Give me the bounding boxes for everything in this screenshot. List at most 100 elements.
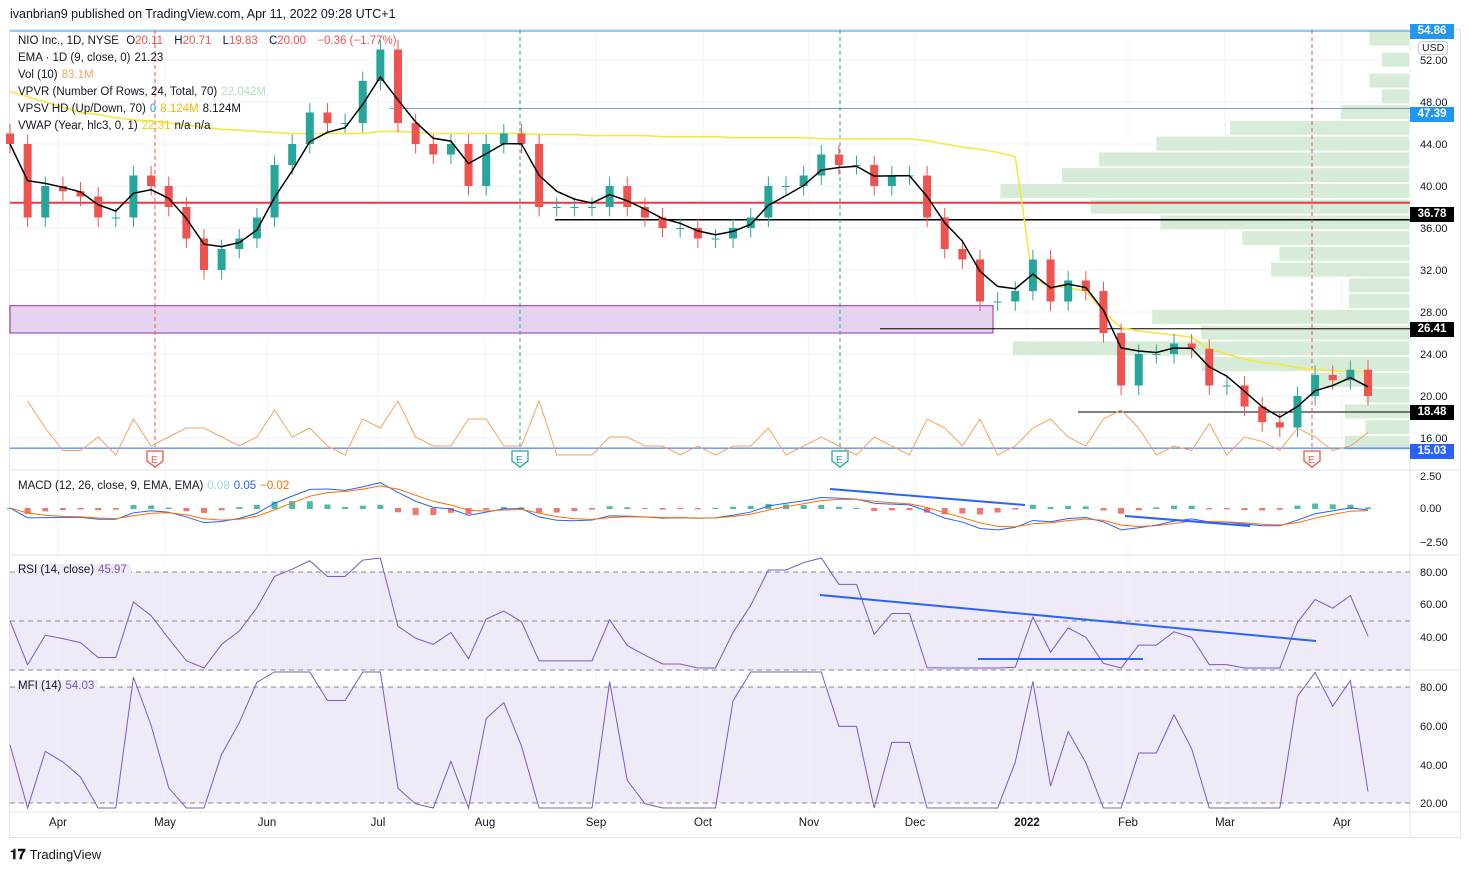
vwap-line (9, 90, 1368, 373)
vwap-value: 22.31 (141, 120, 171, 132)
earnings-icon (146, 450, 164, 468)
macd-histogram-bar (571, 508, 578, 512)
time-axis-label: Aug (474, 817, 496, 829)
macd-histogram-bar (130, 505, 137, 509)
candle-body (323, 112, 332, 123)
rsi-axis-label: 40.00 (1420, 632, 1448, 644)
candle-body (94, 196, 103, 218)
legend-vwap[interactable]: VWAP (Year, hlc3, 0, 1) 22.31 n/a n/a (18, 120, 215, 132)
macd-histogram-bar (218, 508, 225, 511)
candle-body (1222, 385, 1231, 387)
candle-body (394, 49, 402, 123)
macd-histogram-bar (606, 506, 613, 509)
macd-histogram-bar (1223, 508, 1230, 510)
price-tag-top: 54.86 (1410, 24, 1454, 39)
legend-vpvr[interactable]: VPVR (Number Of Rows, 24, Total, 70) 22.0… (18, 86, 270, 98)
earnings-icon (831, 450, 849, 468)
macd-histogram-bar (359, 505, 366, 509)
h-label: H (174, 35, 183, 47)
candle (200, 229, 208, 280)
candle-body (76, 191, 85, 197)
legend-vol[interactable]: Vol (10) 83.1M (18, 69, 98, 81)
vpsv-down: 8.124M (160, 103, 199, 115)
volume-profile-row (1380, 88, 1411, 105)
volume-profile-row (1278, 245, 1411, 262)
time-axis-label: May (154, 817, 176, 829)
macd-histogram-bar (977, 508, 983, 515)
candle (746, 208, 755, 238)
candle (1134, 344, 1143, 395)
candle-body (464, 144, 473, 186)
volume-profile-row (1311, 371, 1411, 388)
macd-trendline (1124, 515, 1251, 527)
candle-body (746, 217, 755, 228)
candle-body (252, 217, 261, 239)
currency-button[interactable]: USD (1418, 41, 1449, 55)
legend-rsi[interactable]: RSI (14, close) 45.97 (18, 564, 131, 576)
macd-axis-label: 2.50 (1420, 471, 1441, 483)
candle-body (6, 133, 14, 144)
tradingview-logo[interactable]: 𝟏𝟕 TradingView (10, 846, 101, 863)
candle (1046, 250, 1055, 311)
tv-logo-icon: 𝟏𝟕 (10, 846, 26, 862)
candle (552, 197, 561, 217)
candle (499, 124, 508, 154)
candle-body (499, 133, 508, 144)
mfi-axis-label: 80.00 (1420, 682, 1448, 694)
candle (288, 134, 297, 175)
candle (782, 176, 790, 196)
earnings-marker: E (831, 450, 849, 468)
macd-histogram-bar (1153, 507, 1160, 509)
candle (1117, 323, 1126, 395)
candle (517, 124, 526, 154)
candle-body (270, 165, 279, 218)
macd-histogram-bar (1065, 505, 1072, 509)
macd-histogram-bar (1312, 503, 1319, 509)
macd-histogram-bar (465, 508, 472, 515)
candle-body (429, 144, 438, 155)
macd-histogram-bar (324, 504, 331, 509)
open-value: 20.11 (135, 35, 164, 47)
time-axis-label: Apr (1333, 817, 1351, 829)
macd-histogram-bar (730, 506, 737, 509)
macd-histogram-bar (377, 504, 384, 509)
candle (588, 197, 596, 217)
candle-body (305, 112, 314, 144)
candle-body (711, 238, 720, 240)
candle-body (782, 186, 790, 187)
candle (1064, 271, 1073, 311)
candle-body (517, 133, 526, 144)
macd-histogram-bar (1029, 504, 1036, 509)
earnings-marker: E (146, 450, 164, 468)
time-axis-label: Feb (1118, 817, 1138, 829)
candle (623, 176, 632, 217)
macd-histogram-bar (747, 505, 754, 509)
candle (1081, 271, 1090, 301)
macd-histogram-bar (553, 508, 560, 513)
volume-profile-row (1061, 167, 1411, 184)
macd-hist-value: 0.08 (207, 480, 230, 492)
vpvr-label: VPVR (Number Of Rows, 24, Total, 70) (18, 86, 218, 98)
c-label: C (268, 35, 278, 47)
candle (1240, 376, 1249, 416)
macd-histogram-bar (1294, 505, 1301, 509)
high-value: 20.71 (182, 35, 212, 47)
macd-trendline (829, 488, 1026, 506)
macd-histogram-bar (641, 508, 648, 510)
candle (1364, 360, 1372, 406)
macd-axis-label: 0.00 (1420, 503, 1441, 515)
macd-histogram-bar (1329, 504, 1336, 509)
macd-histogram-bar (694, 508, 701, 510)
candle (958, 239, 967, 269)
earnings-icon (1303, 450, 1321, 468)
legend-ema[interactable]: EMA · 1D (9, close, 0) 21.23 (18, 52, 167, 64)
macd-histogram-bar (1135, 508, 1142, 511)
price-axis-label: 36.00 (1420, 223, 1448, 235)
macd-histogram-bar (853, 507, 860, 509)
macd-histogram-bar (183, 508, 190, 512)
legend-macd[interactable]: MACD (12, 26, close, 9, EMA, EMA) 0.08 0.0… (18, 480, 293, 492)
candle-body (1311, 375, 1320, 396)
legend-mfi[interactable]: MFI (14) 54.03 (18, 680, 99, 692)
legend-vpsv[interactable]: VPSV HD (Up/Down, 70) 0 8.124M 8.124M (18, 103, 245, 115)
